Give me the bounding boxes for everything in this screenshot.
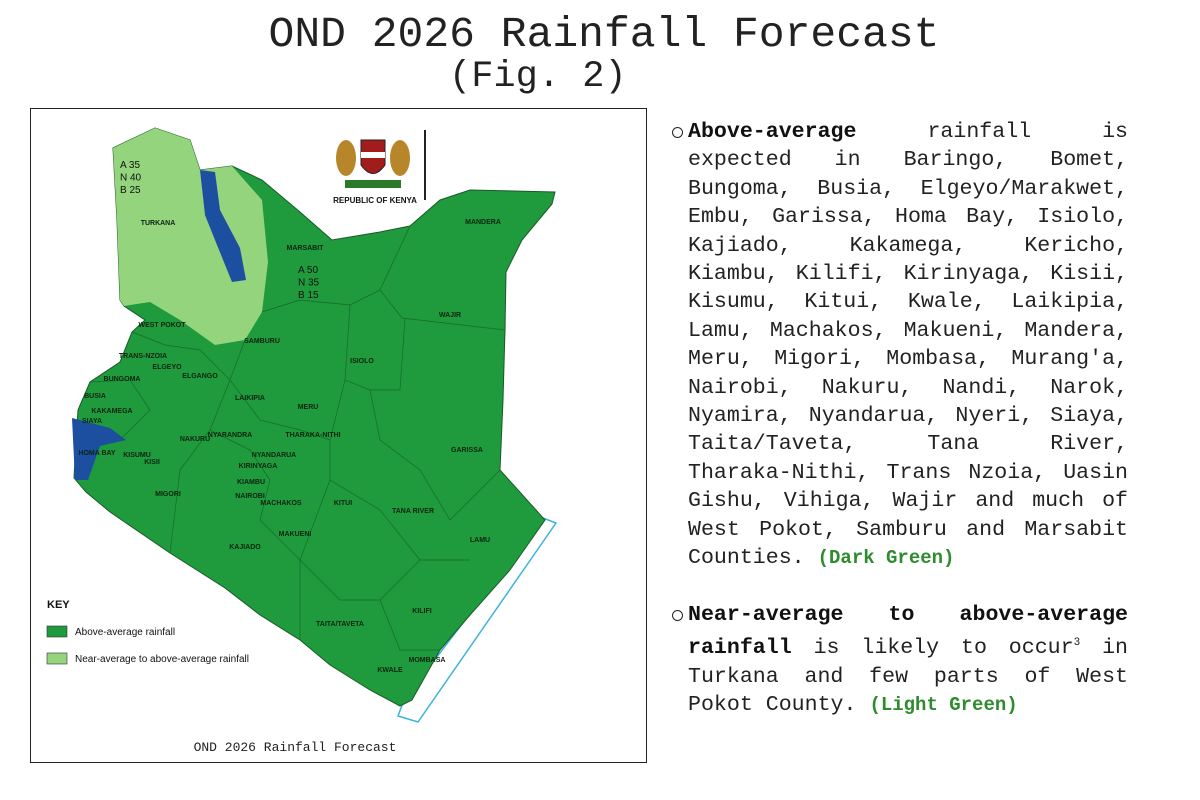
county-label: MACHAKOS [260,500,302,507]
county-label: KIAMBU [237,479,265,486]
county-label: LAIKIPIA [235,395,265,402]
county-label: LAMU [470,537,490,544]
county-label: KISII [144,459,160,466]
county-label: MIGORI [155,491,181,498]
county-label: NAKURU [180,436,210,443]
key-swatch [46,625,68,638]
lake-turkana [200,170,246,282]
key-title: KEY [47,599,70,611]
zone-probability: N 35 [298,278,320,289]
county-label: NAIROBI [235,493,265,500]
bullet-tag: (Light Green) [869,693,1018,716]
county-label: KIRINYAGA [239,463,278,470]
county-label: WAJIR [439,312,461,319]
county-label: MANDERA [465,219,501,226]
zone-probability: A 35 [120,160,140,171]
county-label: BUNGOMA [104,376,141,383]
county-label: NYARANDRA [208,432,252,439]
zone-probability: B 25 [120,185,141,196]
county-label: TANA RIVER [392,508,434,515]
near-average-zone [113,128,268,345]
bullet-item: Above-average rainfall is expected in Ba… [672,118,1128,573]
key-swatch [46,652,68,665]
county-label: KISUMU [123,452,151,459]
county-label: SIAYA [82,418,102,425]
emblem-label: REPUBLIC OF KENYA [333,196,417,205]
county-label: MAKUENI [279,531,312,538]
county-label: ELGEYO [152,364,182,371]
key-label: Near-average to above-average rainfall [75,654,249,665]
county-label: GARISSA [451,447,483,454]
county-label: HOMA BAY [78,450,116,457]
bullet-item: Near-average to above-average rainfall i… [672,601,1128,720]
key-label: Above-average rainfall [75,627,175,638]
zone-probability: B 15 [298,290,319,301]
page-title: OND 2026 Rainfall Forecast [268,10,940,59]
county-label: KITUI [334,500,352,507]
county-label: ELGANGO [182,373,218,380]
county-label: KWALE [377,667,403,674]
footnote-mark: 3 [1073,636,1081,649]
county-label: KAJIADO [229,544,261,551]
county-label: ISIOLO [350,358,374,365]
county-label: TRANS-NZOIA [119,353,167,360]
lake-victoria [72,418,126,480]
county-label: MARSABIT [287,245,325,252]
county-label: SAMBURU [244,338,280,345]
county-label: MERU [298,404,319,411]
bullet-bold: Above-average [688,120,857,144]
zone-probability: N 40 [120,173,142,184]
bullet-bold: Near-average to above-average rainfall [688,602,1128,661]
bullet-list: Above-average rainfall is expected in Ba… [672,118,1128,747]
county-label: TAITA/TAVETA [316,621,364,628]
map-panel: REPUBLIC OF KENYA TURKANA MARSABIT MANDERA… [30,108,647,763]
county-label: TURKANA [141,220,176,227]
bullet-text: is likely to occur [813,636,1074,661]
emblem [336,130,426,200]
county-label: KAKAMEGA [91,408,132,415]
county-label: KILIFI [412,608,431,615]
bullet-marker [672,609,683,621]
county-label: THARAKA-NITHI [285,432,340,439]
zone-probability: A 50 [298,265,318,276]
bullet-text: rainfall is expected in Baringo, Bomet, … [688,120,1128,571]
county-label: BUSIA [84,393,106,400]
county-label: MOMBASA [409,657,446,664]
county-label: NYANDARUA [252,452,296,459]
bullet-tag: (Dark Green) [817,547,955,570]
map-caption: OND 2026 Rainfall Forecast [194,740,397,755]
bullet-marker [672,127,683,138]
bullet-text: in Turkana and few parts of West Pokot C… [688,636,1128,717]
page-subtitle: (Fig. 2) [449,56,627,98]
county-label: WEST POKOT [138,322,186,329]
